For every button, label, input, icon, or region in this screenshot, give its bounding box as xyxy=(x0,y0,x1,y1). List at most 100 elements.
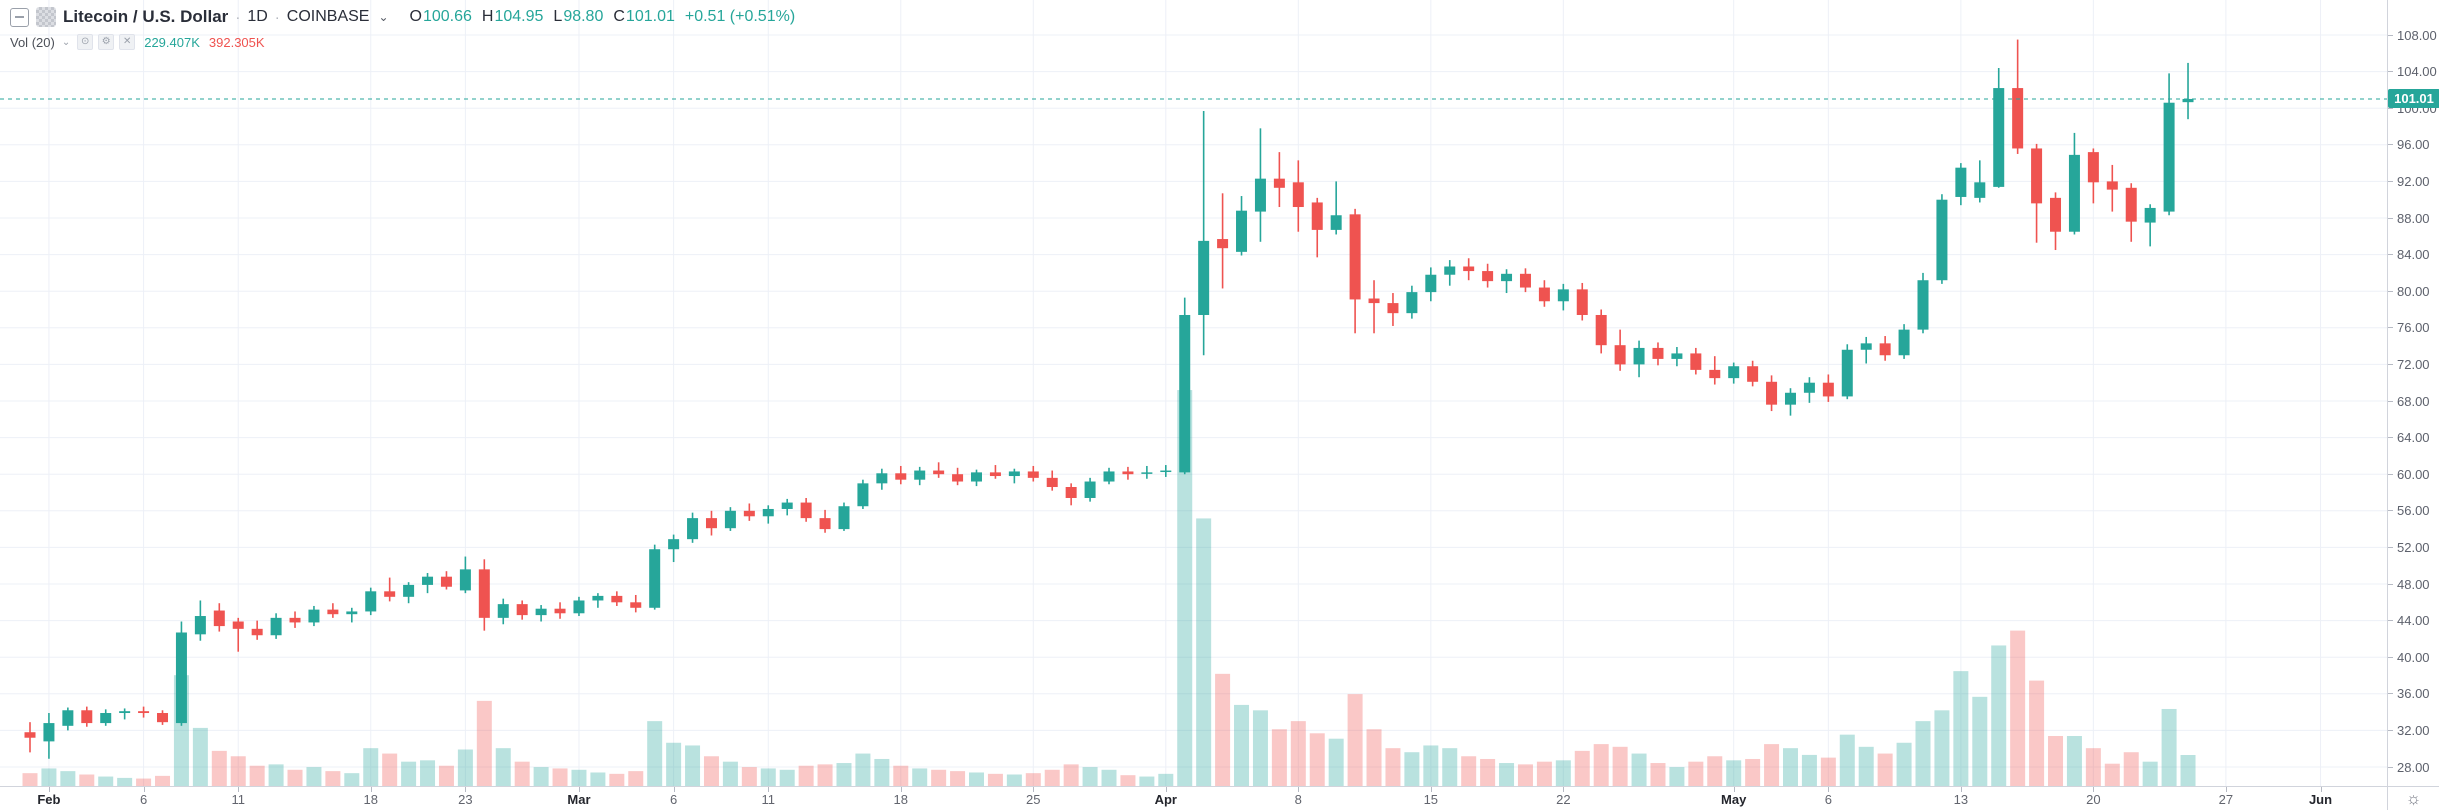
chevron-down-icon[interactable]: ⌄ xyxy=(378,10,389,24)
time-tick-label: 18 xyxy=(363,792,378,807)
candle-body xyxy=(1879,343,1891,356)
candle-body xyxy=(1198,240,1210,315)
gear-icon[interactable]: ⚙ xyxy=(98,34,115,50)
candle-body xyxy=(876,473,888,484)
candle-body xyxy=(1974,182,1986,198)
time-tick xyxy=(1298,787,1300,792)
volume-bar xyxy=(211,750,227,786)
volume-bar xyxy=(1234,704,1250,786)
candle-body xyxy=(554,608,566,614)
chevron-down-icon[interactable]: ⌄ xyxy=(61,36,71,48)
time-tick-label: 20 xyxy=(2086,792,2101,807)
candle-body xyxy=(1141,472,1153,474)
volume-bar xyxy=(1252,710,1268,786)
price-axis[interactable]: 28.00 32.00 36.00 40.00 44.00 48.00 52.00 56.00… xyxy=(2387,0,2439,786)
volume-bar xyxy=(457,749,473,786)
volume-bar xyxy=(2066,736,2082,786)
litecoin-logo xyxy=(36,7,56,27)
candle-body xyxy=(1349,214,1361,300)
price-tick-label: 92.00 xyxy=(2388,174,2439,189)
candle-body xyxy=(1084,481,1096,498)
volume-bar xyxy=(931,769,947,786)
time-tick xyxy=(48,787,50,792)
volume-bar xyxy=(1574,750,1590,786)
close-icon[interactable]: ✕ xyxy=(119,34,136,50)
candle-body xyxy=(914,470,926,480)
candle-body xyxy=(1406,292,1418,314)
volume-bar xyxy=(1196,518,1212,786)
chart-legend: Litecoin / U.S. Dollar · 1D · COINBASE ⌄… xyxy=(10,4,795,53)
volume-bar xyxy=(1953,671,1969,786)
volume-bar xyxy=(893,765,909,786)
chart-pane[interactable] xyxy=(0,0,2387,786)
volume-bar xyxy=(136,778,152,786)
candle-body xyxy=(1330,215,1342,230)
eye-icon[interactable]: ⊙ xyxy=(77,34,94,50)
time-tick-label: 25 xyxy=(1026,792,1041,807)
volume-bar xyxy=(1025,773,1041,786)
candle-body xyxy=(1993,88,2005,187)
time-tick-label: 6 xyxy=(1824,792,1832,807)
volume-bar xyxy=(1139,776,1155,786)
time-tick-label: 23 xyxy=(458,792,473,807)
candle-body xyxy=(668,539,680,550)
volume-bar xyxy=(1726,760,1742,786)
symbol-name[interactable]: Litecoin / U.S. Dollar xyxy=(63,7,229,26)
volume-bar xyxy=(1063,764,1079,786)
candle-body xyxy=(724,510,736,529)
volume-bar xyxy=(1934,710,1950,786)
volume-bar xyxy=(628,771,644,786)
volume-bar xyxy=(1877,753,1893,786)
volume-bar xyxy=(1745,758,1761,786)
time-tick-label: 8 xyxy=(1294,792,1302,807)
interval-button[interactable]: 1D xyxy=(247,8,268,25)
volume-bar xyxy=(533,767,549,786)
candle-body xyxy=(781,502,793,509)
volume-bar xyxy=(1461,756,1477,786)
volume-bar xyxy=(1915,721,1931,786)
candle-body xyxy=(705,518,717,529)
candle-body xyxy=(1482,271,1494,282)
time-tick xyxy=(1828,787,1830,792)
high-value: H104.95 xyxy=(481,8,544,25)
volume-bar xyxy=(1328,738,1344,786)
candle-body xyxy=(100,713,112,724)
time-tick-label: 15 xyxy=(1423,792,1439,807)
candle-body xyxy=(138,711,150,714)
price-tick-label: 88.00 xyxy=(2388,211,2439,226)
candle-body xyxy=(289,617,301,623)
volume-bar xyxy=(79,774,95,786)
volume-bar xyxy=(685,745,701,786)
time-tick xyxy=(578,787,580,792)
candle-body xyxy=(1784,392,1796,405)
price-tick-label: 76.00 xyxy=(2388,320,2439,335)
exchange-button[interactable]: COINBASE xyxy=(286,8,370,25)
volume-bars xyxy=(22,390,2196,786)
volume-bar xyxy=(1555,760,1571,786)
candle-body xyxy=(989,472,1001,477)
price-tick-label: 40.00 xyxy=(2388,650,2439,665)
axis-settings-icon: ☼ xyxy=(2405,788,2422,808)
volume-bar xyxy=(1839,734,1855,786)
volume-bar xyxy=(155,775,171,786)
candle-body xyxy=(1501,273,1513,282)
gridlines xyxy=(0,0,2387,786)
candle-body xyxy=(2068,154,2080,232)
volume-bar xyxy=(2029,680,2045,786)
candle-body xyxy=(24,732,36,738)
candle-body xyxy=(81,710,93,724)
volume-indicator-row: Vol (20) ⌄ ⊙ ⚙ ✕ 229.407K 392.305K xyxy=(10,31,795,53)
time-tick xyxy=(143,787,145,792)
time-axis[interactable]: Feb 6 11 18 23 Mar 6 11 18 25 Apr 8 15 22 May 6 13 20 27 Ju… xyxy=(0,786,2387,810)
candle-body xyxy=(1841,349,1853,397)
axis-settings-button[interactable]: ☼ xyxy=(2387,786,2439,810)
volume-bar xyxy=(2123,752,2139,786)
volume-bar xyxy=(1366,729,1382,786)
volume-bar xyxy=(741,767,757,786)
minimize-legend-icon[interactable] xyxy=(10,7,29,27)
volume-bar xyxy=(98,776,114,786)
price-tick-label: 68.00 xyxy=(2388,394,2439,409)
price-tick-label: 108.00 xyxy=(2388,28,2439,43)
candle-body xyxy=(1387,303,1399,314)
candle-body xyxy=(365,591,377,612)
